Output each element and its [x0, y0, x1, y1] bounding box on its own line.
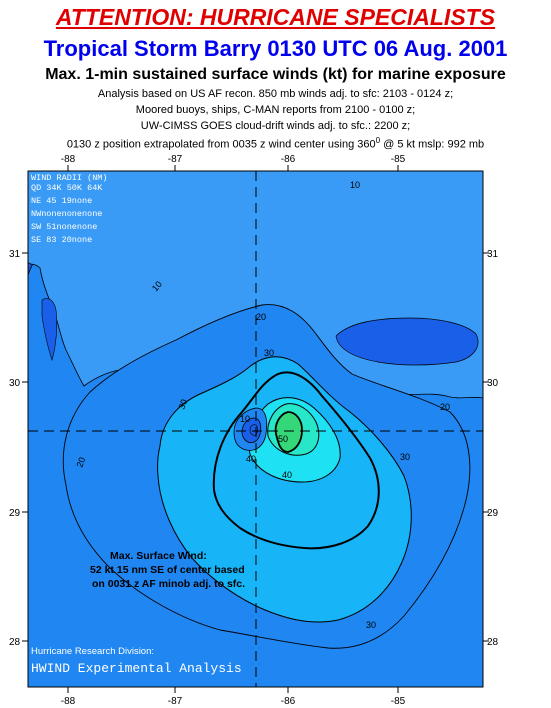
contour-label-10-west: 10 — [150, 279, 164, 293]
inland-lake — [335, 317, 479, 366]
lon-tick-top-86: -86 — [281, 154, 296, 165]
lat-tick-right-31: 31 — [487, 249, 499, 260]
wind-contour-50kt — [274, 411, 303, 453]
contour-label-20-west: 20 — [74, 456, 87, 469]
wind-radii-title: WIND RADII (NM) — [31, 173, 108, 183]
storm-title: Tropical Storm Barry 0130 UTC 06 Aug. 20… — [43, 36, 508, 61]
lon-tick-bottom-86: -86 — [281, 696, 296, 707]
analysis-note-position: 0130 z position extrapolated from 0035 z… — [0, 136, 551, 151]
wind-radii-table: WIND RADII (NM) QD 34K 50K 64K NE 45 19n… — [31, 173, 108, 245]
contour-label-30-south: 30 — [366, 620, 376, 630]
attention-banner: ATTENTION: HURRICANE SPECIALISTS — [55, 4, 496, 30]
lon-tick-bottom-88: -88 — [61, 696, 76, 707]
max-wind-line-2: 52 kt 15 nm SE of center based — [90, 564, 245, 576]
contour-label-30-east: 30 — [400, 452, 410, 462]
analysis-note-recon: Analysis based on US AF recon. 850 mb wi… — [97, 88, 454, 100]
max-wind-line-1: Max. Surface Wind: — [110, 550, 207, 562]
map-border — [27, 170, 484, 688]
lat-tick-left-28: 28 — [9, 637, 21, 648]
credit-division: Hurricane Research Division: — [31, 646, 154, 657]
wind-radii-row-nw: NWnonenonenone — [31, 209, 102, 219]
wind-radii-row-sw: SW 51nonenone — [31, 222, 97, 232]
lat-tick-left-29: 29 — [9, 508, 21, 519]
mobile-bay — [41, 298, 58, 362]
position-note-main: 0130 z position extrapolated from 0035 z… — [66, 138, 376, 151]
lon-tick-top-87: -87 — [168, 154, 183, 165]
lat-tick-right-29: 29 — [487, 508, 499, 519]
lon-tick-bottom-87: -87 — [168, 696, 183, 707]
lat-tick-right-30: 30 — [487, 378, 499, 389]
lat-tick-left-31: 31 — [9, 249, 21, 260]
wind-radii-row-ne: NE 45 19none — [31, 196, 92, 206]
contour-label-50: 50 — [278, 434, 288, 444]
contour-label-40-south: 40 — [282, 470, 292, 480]
contour-label-10-north: 10 — [350, 180, 360, 190]
lon-tick-top-85: -85 — [391, 154, 406, 165]
lon-tick-bottom-85: -85 — [391, 696, 406, 707]
wind-radii-row-se: SE 83 20none — [31, 235, 92, 245]
position-note-tail: @ 5 kt mslp: 992 mb — [380, 138, 485, 151]
analysis-note-goes: UW-CIMSS GOES cloud-drift winds adj. to … — [140, 120, 411, 132]
contour-label-20-east: 20 — [440, 402, 450, 412]
map-subtitle: Max. 1-min sustained surface winds (kt) … — [45, 66, 506, 83]
contour-label-30-west: 30 — [176, 398, 189, 411]
wind-radii-columns: QD 34K 50K 64K — [31, 183, 103, 193]
contour-label-10-eye: 10 — [240, 414, 250, 424]
max-wind-annotation: Max. Surface Wind: 52 kt 15 nm SE of cen… — [90, 550, 245, 590]
max-wind-line-3: on 0031 z AF minob adj. to sfc. — [92, 578, 245, 590]
position-note-degree: 0 — [375, 136, 381, 145]
analysis-note-buoys: Moored buoys, ships, C-MAN reports from … — [135, 104, 416, 116]
lat-tick-right-28: 28 — [487, 637, 499, 648]
contour-label-30-north: 30 — [264, 348, 274, 358]
lon-tick-top-88: -88 — [61, 154, 76, 165]
credit-analysis: HWIND Experimental Analysis — [31, 661, 242, 676]
wind-analysis-map: -88 -87 -86 -85 -88 -87 -86 -85 31 30 29… — [9, 154, 499, 707]
contour-label-40-west: 40 — [246, 454, 256, 464]
map-frame — [22, 165, 489, 693]
contour-label-20-north: 20 — [256, 312, 266, 322]
lat-tick-left-30: 30 — [9, 378, 21, 389]
